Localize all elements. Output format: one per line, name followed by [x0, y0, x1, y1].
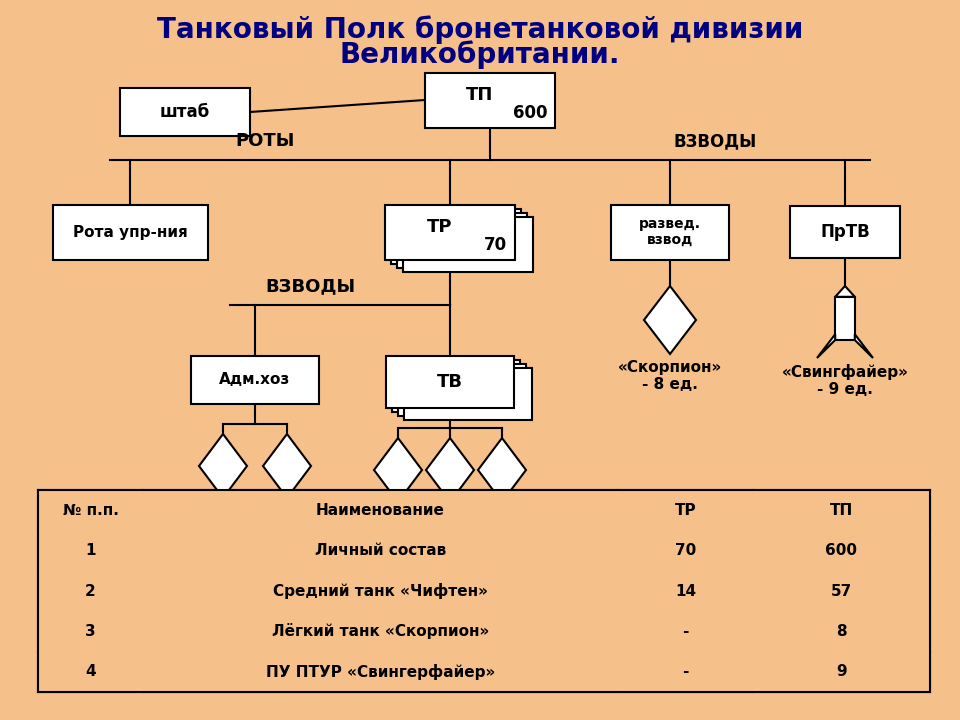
- Text: ТР: ТР: [675, 503, 696, 518]
- Bar: [53, 204, 207, 259]
- Text: Личный состав: Личный состав: [315, 543, 446, 558]
- Bar: [397, 212, 527, 268]
- Bar: [790, 206, 900, 258]
- Polygon shape: [426, 438, 474, 502]
- Polygon shape: [478, 438, 526, 502]
- Text: Лёгкий танк «Скорпион»: Лёгкий танк «Скорпион»: [272, 624, 490, 639]
- Bar: [191, 356, 319, 404]
- Text: 70: 70: [484, 235, 507, 253]
- Text: 600: 600: [826, 543, 857, 558]
- Polygon shape: [817, 334, 835, 358]
- Text: ВЗВОДЫ: ВЗВОДЫ: [673, 132, 756, 150]
- Bar: [425, 73, 555, 127]
- Text: 600: 600: [513, 104, 547, 122]
- Text: ТВ: ТВ: [437, 373, 463, 391]
- Text: Великобритании.: Великобритании.: [340, 41, 620, 69]
- Polygon shape: [374, 438, 422, 502]
- Text: развед.
взвод: развед. взвод: [639, 217, 701, 247]
- Text: ПУ ПТУР «Свингерфайер»: ПУ ПТУР «Свингерфайер»: [266, 664, 495, 680]
- Polygon shape: [835, 286, 854, 297]
- Text: 4: 4: [85, 665, 96, 679]
- Bar: [398, 364, 526, 416]
- Text: Танковый Полк бронетанковой дивизии: Танковый Полк бронетанковой дивизии: [156, 16, 804, 45]
- Bar: [386, 356, 514, 408]
- Text: 2: 2: [85, 583, 96, 598]
- Text: ТП: ТП: [467, 86, 493, 104]
- Text: Средний танк «Чифтен»: Средний танк «Чифтен»: [273, 583, 488, 599]
- Text: ТР: ТР: [427, 218, 453, 236]
- Text: ПрТВ: ПрТВ: [820, 223, 870, 241]
- Text: 1: 1: [85, 543, 96, 558]
- Text: № п.п.: № п.п.: [62, 503, 118, 518]
- Text: РОТЫ: РОТЫ: [235, 132, 295, 150]
- Text: 8: 8: [836, 624, 847, 639]
- Text: 70: 70: [675, 543, 696, 558]
- Text: «Свингфайер»
- 9 ед.: «Свингфайер» - 9 ед.: [781, 364, 908, 397]
- Text: «Скорпион»
- 8 ед.: «Скорпион» - 8 ед.: [618, 360, 722, 392]
- Text: ВЗВОДЫ: ВЗВОДЫ: [265, 277, 355, 295]
- Text: 9: 9: [836, 665, 847, 679]
- Bar: [385, 204, 515, 259]
- Text: Рота упр-ния: Рота упр-ния: [73, 225, 187, 240]
- Bar: [391, 209, 521, 264]
- Bar: [403, 217, 533, 271]
- Text: штаб: штаб: [160, 103, 210, 121]
- Polygon shape: [644, 286, 696, 354]
- Bar: [404, 368, 532, 420]
- Bar: [392, 360, 520, 412]
- Bar: [611, 204, 729, 259]
- Text: 14: 14: [675, 583, 696, 598]
- Bar: [38, 490, 930, 692]
- Polygon shape: [263, 434, 311, 498]
- Bar: [120, 88, 250, 136]
- Polygon shape: [854, 334, 873, 358]
- Text: -: -: [683, 665, 688, 679]
- Text: ТП: ТП: [829, 503, 853, 518]
- Text: 3: 3: [85, 624, 96, 639]
- Polygon shape: [199, 434, 247, 498]
- Text: Наименование: Наименование: [316, 503, 444, 518]
- Bar: [835, 297, 854, 340]
- Text: 57: 57: [830, 583, 852, 598]
- Text: Адм.хоз: Адм.хоз: [220, 372, 291, 387]
- Text: -: -: [683, 624, 688, 639]
